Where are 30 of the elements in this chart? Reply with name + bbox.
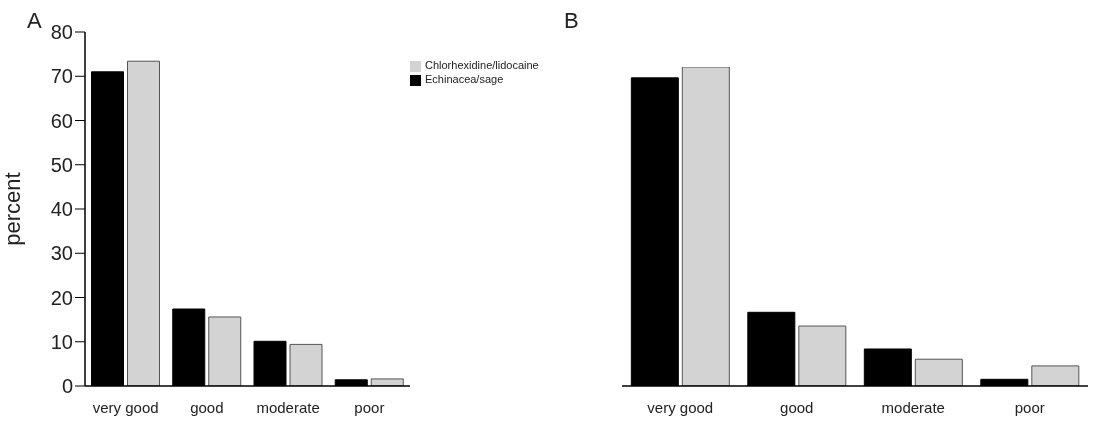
x-tick-label: very good [92, 398, 159, 416]
legend-label: Echinacea/sage [425, 73, 504, 85]
y-axis-title: percent [0, 172, 25, 246]
y-tick-label: 30 [50, 242, 73, 265]
x-tick-label: very good [647, 398, 714, 416]
y-tick-label: 80 [50, 21, 73, 44]
x-tick-label: moderate [256, 398, 320, 416]
y-tick-label: 20 [50, 286, 73, 309]
bar [208, 316, 242, 386]
y-tick-label: 10 [50, 330, 73, 353]
chart-title: A [27, 8, 42, 34]
bar [914, 358, 963, 386]
x-tick-label: good [190, 398, 224, 416]
y-tick-label: 70 [50, 65, 73, 88]
bar [289, 343, 323, 386]
chart-title: B [564, 8, 579, 34]
bar [370, 378, 404, 386]
x-tick-label: moderate [881, 398, 945, 416]
x-tick-label: poor [1014, 398, 1045, 416]
x-tick-label: good [780, 398, 814, 416]
x-tick-label: poor [354, 398, 385, 416]
bar [127, 60, 160, 386]
bar [798, 325, 847, 386]
y-tick-label: 0 [61, 375, 73, 398]
bar [681, 67, 730, 386]
legend-label: Chlorhexidine/lidocaine [425, 59, 539, 71]
y-tick-label: 50 [50, 153, 73, 176]
bar [1031, 365, 1080, 386]
y-tick-label: 40 [50, 198, 73, 221]
y-tick-label: 60 [50, 109, 73, 132]
